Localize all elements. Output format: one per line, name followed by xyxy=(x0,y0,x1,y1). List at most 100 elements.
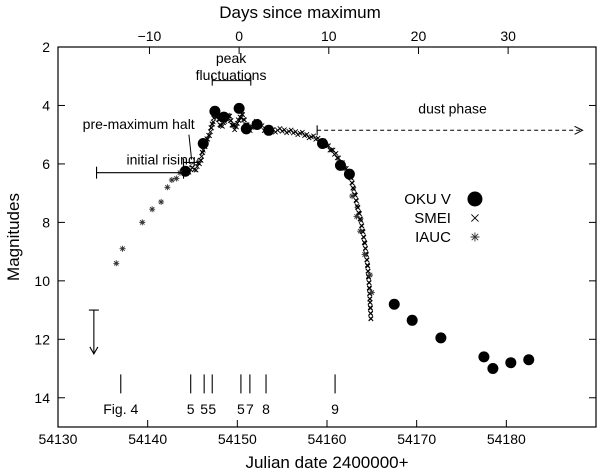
smei-point xyxy=(368,316,374,322)
smei-point xyxy=(288,127,294,133)
smei-point xyxy=(200,147,206,153)
y-tick-label: 2 xyxy=(42,39,50,55)
smei-point xyxy=(368,311,374,317)
smei-point xyxy=(216,117,222,123)
smei-point xyxy=(471,214,479,222)
peak-fluctuations-label-1: peak xyxy=(216,50,247,66)
smei-point xyxy=(365,263,371,269)
smei-point xyxy=(351,186,357,192)
smei-point xyxy=(339,160,345,166)
smei-point xyxy=(238,115,244,121)
smei-point xyxy=(281,127,287,133)
legend-label: OKU V xyxy=(404,191,451,208)
smei-point xyxy=(261,128,267,134)
x-tick-label: 54170 xyxy=(397,431,436,447)
smei-point xyxy=(186,169,192,175)
smei-point xyxy=(207,133,213,139)
smei-point xyxy=(263,126,269,132)
x2-tick-label: 30 xyxy=(500,28,516,44)
smei-point xyxy=(199,153,205,159)
annotations-layer: initial rising pre-maximum halt peakfluctu… xyxy=(83,50,584,417)
x-tick-label: 54140 xyxy=(128,431,167,447)
smei-point xyxy=(360,229,366,235)
fig-marker-label: 5 xyxy=(200,401,208,417)
y-tick-label: 6 xyxy=(42,156,50,172)
x-tick-label: 54130 xyxy=(39,431,78,447)
iauc-point xyxy=(470,232,480,242)
smei-point xyxy=(320,138,326,144)
oku-point xyxy=(487,363,499,375)
iauc-point xyxy=(113,260,120,267)
iauc-point xyxy=(361,251,368,258)
smei-point xyxy=(247,128,253,134)
smei-point xyxy=(358,216,364,222)
smei-point xyxy=(240,112,246,118)
iauc-point xyxy=(139,219,146,226)
smei-point xyxy=(325,143,332,149)
smei-point xyxy=(359,223,365,229)
iauc-point xyxy=(367,272,374,278)
smei-point xyxy=(284,130,290,136)
initial-rising-label: initial rising xyxy=(126,152,195,168)
smei-point xyxy=(193,167,199,173)
iauc-point xyxy=(158,198,165,205)
smei-point xyxy=(229,122,235,128)
oku-point xyxy=(233,102,245,114)
smei-point xyxy=(343,165,349,171)
smei-point xyxy=(268,128,274,134)
iauc-point xyxy=(164,184,171,191)
plot-frame xyxy=(57,46,597,428)
smei-point xyxy=(214,113,220,119)
smei-point xyxy=(222,119,228,125)
smei-point xyxy=(367,305,374,311)
smei-point xyxy=(299,129,305,135)
smei-point xyxy=(232,127,238,133)
fig-marker-label: Fig. 4 xyxy=(103,401,138,417)
smei-point xyxy=(202,144,208,150)
smei-point xyxy=(279,128,285,134)
smei-point xyxy=(205,136,211,142)
smei-point xyxy=(364,257,370,263)
smei-point xyxy=(234,120,240,126)
smei-point xyxy=(228,118,234,124)
smei-point xyxy=(366,286,372,292)
smei-point xyxy=(358,218,364,224)
fig-marker-label: 9 xyxy=(331,401,339,417)
smei-point xyxy=(227,113,233,119)
smei-point xyxy=(363,246,369,252)
y-tick-label: 14 xyxy=(34,390,50,406)
smei-point xyxy=(366,280,372,286)
y-tick-label: 10 xyxy=(34,273,50,289)
legend: OKU V SMEI IAUC xyxy=(404,191,483,246)
smei-point xyxy=(244,122,250,128)
fig-marker-label: 5 xyxy=(237,401,245,417)
smei-point xyxy=(324,143,330,149)
oku-point xyxy=(388,298,400,310)
smei-point xyxy=(243,122,249,128)
smei-point xyxy=(333,150,339,156)
smei-point xyxy=(236,118,242,124)
oku-point xyxy=(478,351,490,363)
smei-point xyxy=(230,122,236,128)
series-oku-v xyxy=(179,102,535,375)
x-tick-label: 54180 xyxy=(487,431,526,447)
y-tick-label: 8 xyxy=(42,214,50,230)
smei-point xyxy=(233,124,239,130)
x-axis-label: Julian date 2400000+ xyxy=(245,453,408,472)
smei-point xyxy=(259,123,265,129)
x2-axis-label: Days since maximum xyxy=(219,3,381,22)
oku-point xyxy=(406,314,418,326)
smei-point xyxy=(242,122,248,128)
dust-phase-label: dust phase xyxy=(418,100,487,116)
dust-phase-arrowhead xyxy=(574,125,584,135)
oku-point xyxy=(317,137,329,149)
fig-marker-label: 7 xyxy=(246,401,254,417)
fig-marker-label: 5 xyxy=(187,401,195,417)
iauc-point xyxy=(149,206,156,213)
series-smei xyxy=(181,109,374,322)
y-tick-label: 4 xyxy=(42,97,50,113)
smei-point xyxy=(208,125,215,131)
oku-point xyxy=(179,165,191,177)
oku-point xyxy=(467,191,483,207)
